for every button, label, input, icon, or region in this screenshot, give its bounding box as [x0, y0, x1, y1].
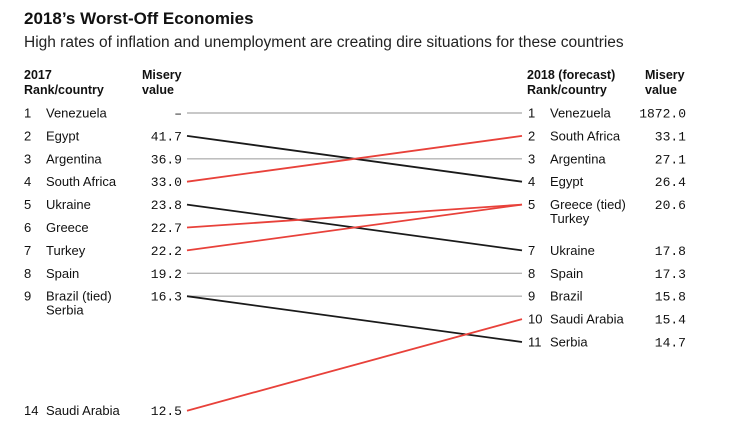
left-rank-4: 4 [24, 174, 31, 189]
right-value-4: 26.4 [655, 175, 686, 190]
right-country-7: Ukraine [550, 243, 595, 258]
connector-line-4-2 [186, 135, 523, 183]
right-country-5: Greece (tied) Turkey [550, 197, 626, 226]
right-rank-10: 10 [528, 312, 542, 327]
right-country-11: Serbia [550, 335, 588, 350]
left-country-9: Brazil (tied) Serbia [46, 289, 112, 318]
left-country-3: Argentina [46, 151, 102, 166]
right-value-5: 20.6 [655, 198, 686, 213]
right-value-9: 15.8 [655, 290, 686, 305]
right-country-10: Saudi Arabia [550, 312, 624, 327]
left-country-8: Spain [46, 266, 79, 281]
left-value-5: 23.8 [151, 198, 182, 213]
left-country-7: Turkey [46, 243, 86, 258]
right-rank-7: 7 [528, 243, 535, 258]
left-rank-7: 7 [24, 243, 31, 258]
right-country-1: Venezuela [550, 106, 611, 121]
right-rank-1: 1 [528, 106, 535, 121]
left-rank-14: 14 [24, 403, 38, 418]
left-rank-1: 1 [24, 106, 31, 121]
left-rank-header: 2017 Rank/country [24, 68, 104, 97]
left-country-5: Ukraine [46, 197, 91, 212]
left-value-header: Misery value [142, 68, 182, 97]
right-value-10: 15.4 [655, 313, 686, 328]
left-value-14: 12.5 [151, 404, 182, 419]
right-value-11: 14.7 [655, 336, 686, 351]
right-value-1: 1872.0 [639, 107, 686, 122]
connector-line-9-11 [186, 295, 523, 343]
left-rank-9: 9 [24, 289, 31, 304]
right-country-9: Brazil [550, 289, 583, 304]
left-country-4: South Africa [46, 174, 117, 189]
left-value-9: 16.3 [151, 290, 182, 305]
left-rank-6: 6 [24, 220, 31, 235]
left-rank-2: 2 [24, 128, 31, 143]
left-country-6: Greece [46, 220, 89, 235]
chart-title: 2018’s Worst-Off Economies [24, 9, 254, 28]
left-value-1: – [174, 107, 182, 122]
left-rank-5: 5 [24, 197, 31, 212]
connector-line-7-5 [186, 203, 523, 252]
left-country-1: Venezuela [46, 106, 107, 121]
right-value-2: 33.1 [655, 129, 686, 144]
connector-line-6-5 [186, 203, 523, 229]
left-rank-8: 8 [24, 266, 31, 281]
right-country-8: Spain [550, 266, 583, 281]
left-value-3: 36.9 [151, 152, 182, 167]
right-value-3: 27.1 [655, 152, 686, 167]
right-rank-8: 8 [528, 266, 535, 281]
right-value-8: 17.3 [655, 267, 686, 282]
left-value-7: 22.2 [151, 244, 182, 259]
left-country-14: Saudi Arabia [46, 403, 120, 418]
right-rank-3: 3 [528, 151, 535, 166]
chart-subtitle: High rates of inflation and unemployment… [24, 34, 624, 51]
right-rank-5: 5 [528, 197, 535, 212]
right-value-7: 17.8 [655, 244, 686, 259]
left-value-8: 19.2 [151, 267, 182, 282]
right-rank-2: 2 [528, 128, 535, 143]
left-value-4: 33.0 [151, 175, 182, 190]
right-country-4: Egypt [550, 174, 584, 189]
left-value-6: 22.7 [151, 221, 182, 236]
connector-line-14-10 [186, 318, 523, 412]
right-rank-9: 9 [528, 289, 535, 304]
left-country-2: Egypt [46, 128, 80, 143]
right-rank-4: 4 [528, 174, 535, 189]
right-value-header: Misery value [645, 68, 685, 97]
left-value-2: 41.7 [151, 129, 182, 144]
right-rank-11: 11 [528, 335, 542, 350]
right-country-3: Argentina [550, 151, 606, 166]
right-rank-header: 2018 (forecast) Rank/country [527, 68, 616, 97]
right-country-2: South Africa [550, 128, 621, 143]
left-rank-3: 3 [24, 151, 31, 166]
